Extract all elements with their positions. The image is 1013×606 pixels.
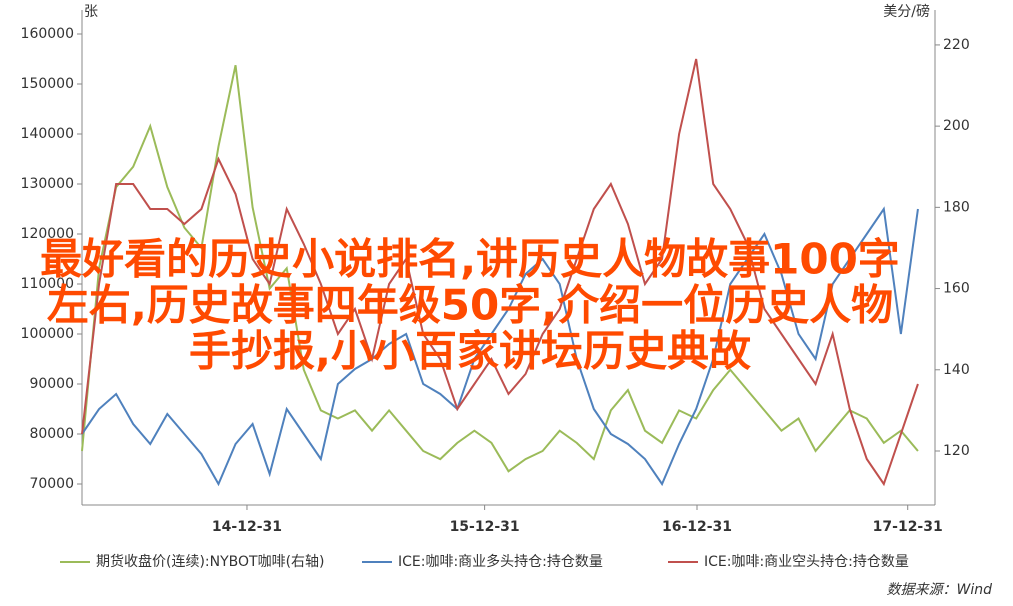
y2-tick-label: 220 bbox=[943, 37, 970, 53]
x-tick-label: 14-12-31 bbox=[212, 519, 282, 535]
y-tick-label: 70000 bbox=[29, 476, 74, 492]
overlay-text: 左右,历史故事四年级50字,介绍一位历史人物 bbox=[47, 281, 893, 330]
y2-tick-label: 120 bbox=[943, 443, 970, 459]
source: 数据来源：Wind bbox=[887, 582, 993, 598]
legend-label: 期货收盘价(连续):NYBOT咖啡(右轴) bbox=[96, 553, 325, 570]
y-tick-label: 130000 bbox=[21, 176, 74, 192]
y-tick-label: 110000 bbox=[21, 276, 74, 292]
y-tick-label: 160000 bbox=[21, 26, 74, 42]
legend-label: ICE:咖啡:商业空头持仓:持仓数量 bbox=[704, 554, 909, 570]
y2-tick-label: 160 bbox=[943, 281, 970, 297]
legend-label: ICE:咖啡:商业多头持仓:持仓数量 bbox=[398, 553, 603, 570]
overlay-text: 手抄报,小小百家讲坛历史典故 bbox=[189, 327, 751, 376]
series-line bbox=[81, 206, 919, 487]
series-line bbox=[81, 58, 919, 487]
y2-tick-label: 180 bbox=[943, 199, 970, 215]
y2-tick-label: 140 bbox=[943, 362, 970, 378]
y2-unit: 美分/磅 bbox=[883, 3, 930, 20]
y-tick-label: 150000 bbox=[21, 76, 74, 92]
y-tick-label: 140000 bbox=[21, 126, 74, 142]
x-tick-label: 17-12-31 bbox=[873, 519, 943, 535]
overlay-text: 最好看的历史小说排名,讲历史人物故事100字 bbox=[40, 235, 900, 284]
y-tick-label: 120000 bbox=[21, 226, 74, 242]
y-unit: 张 bbox=[84, 4, 98, 20]
y-tick-label: 100000 bbox=[21, 326, 74, 342]
y-tick-label: 80000 bbox=[29, 426, 74, 442]
series-line bbox=[81, 65, 919, 473]
y2-tick-label: 200 bbox=[943, 118, 970, 134]
y-tick-label: 90000 bbox=[29, 376, 74, 392]
x-tick-label: 15-12-31 bbox=[450, 519, 520, 535]
x-tick-label: 16-12-31 bbox=[662, 519, 732, 535]
